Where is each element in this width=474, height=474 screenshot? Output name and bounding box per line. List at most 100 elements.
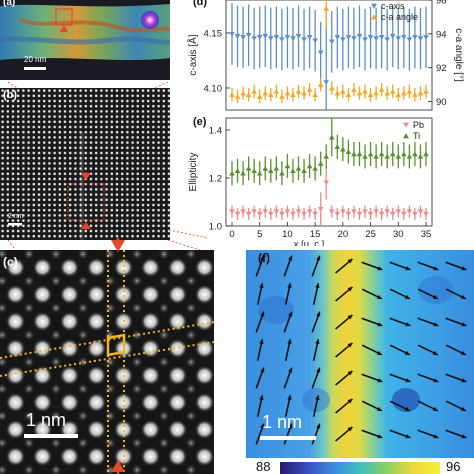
ylabel-left-d: c-axis [Å] bbox=[186, 34, 199, 75]
point-ti bbox=[356, 151, 363, 157]
panel-a-map bbox=[0, 0, 170, 80]
vector-arrowhead bbox=[287, 283, 292, 289]
point-ti bbox=[312, 165, 318, 171]
point-c-axis bbox=[306, 35, 313, 40]
xtick-label-e: 20 bbox=[338, 229, 349, 240]
vector-arrowhead bbox=[259, 283, 264, 289]
ytick-label-right-d: 90 bbox=[436, 97, 447, 108]
point-angle bbox=[384, 90, 390, 96]
point-angle bbox=[273, 88, 280, 94]
vector-arrowhead bbox=[377, 266, 383, 271]
point-c-axis bbox=[328, 39, 335, 45]
panel-c-arrows bbox=[111, 238, 125, 474]
point-angle bbox=[323, 5, 330, 11]
point-angle bbox=[234, 93, 241, 99]
legend-marker-angle bbox=[371, 14, 377, 20]
point-pb bbox=[328, 209, 335, 215]
point-c-axis bbox=[323, 80, 330, 86]
vector-arrowhead bbox=[461, 378, 467, 383]
vector-arrowhead bbox=[287, 395, 292, 401]
point-ti bbox=[362, 153, 368, 159]
point-c-axis bbox=[373, 36, 379, 42]
legend-label-pb: Pb bbox=[413, 120, 424, 130]
arrow-down-icon bbox=[111, 240, 125, 252]
vector-arrowhead bbox=[347, 370, 353, 376]
point-pb bbox=[284, 209, 291, 215]
point-pb bbox=[417, 209, 424, 215]
point-ti bbox=[340, 146, 346, 152]
point-angle bbox=[362, 88, 368, 94]
point-pb bbox=[306, 209, 313, 215]
vector-arrowhead bbox=[315, 395, 320, 401]
point-pb bbox=[273, 209, 280, 215]
point-angle bbox=[284, 90, 291, 96]
vector-arrowhead bbox=[460, 406, 466, 411]
point-angle bbox=[256, 93, 263, 99]
point-pb bbox=[251, 209, 257, 215]
point-angle bbox=[334, 90, 341, 96]
point-pb bbox=[334, 211, 341, 217]
point-angle bbox=[262, 90, 269, 96]
ytick-label-left-d: 4.15 bbox=[204, 29, 223, 40]
plot-frame-e bbox=[225, 117, 433, 227]
point-angle bbox=[301, 90, 307, 96]
vector-arrowhead bbox=[377, 434, 383, 439]
point-c-axis bbox=[256, 35, 263, 40]
point-c-axis bbox=[229, 31, 235, 37]
point-ti bbox=[345, 149, 352, 154]
point-c-axis bbox=[279, 37, 285, 43]
point-pb bbox=[378, 211, 385, 217]
point-c-axis bbox=[356, 34, 363, 39]
point-c-axis bbox=[312, 38, 318, 44]
scale-bar-c bbox=[24, 434, 78, 438]
vector-arrowhead bbox=[288, 255, 293, 261]
point-angle bbox=[351, 87, 357, 92]
vector-arrowhead bbox=[433, 266, 439, 271]
chart-e: 1.4 1.2 1.0 0 5 10 15 20 25 30 35 Ellipticity x [u. … bbox=[188, 117, 433, 246]
point-ti bbox=[317, 161, 324, 166]
xlabel-e: x [u. c.] bbox=[294, 239, 325, 246]
panel-f-map bbox=[246, 250, 474, 458]
point-c-axis bbox=[290, 36, 296, 42]
point-pb bbox=[262, 209, 269, 215]
panel-label-a: (a) bbox=[3, 0, 16, 8]
point-ti bbox=[328, 134, 335, 140]
point-pb bbox=[384, 209, 390, 215]
point-pb bbox=[312, 211, 318, 217]
point-ti bbox=[262, 165, 269, 171]
legend-label-ti: Ti bbox=[413, 131, 420, 141]
point-angle bbox=[345, 92, 352, 98]
panel-c-image: (c) 1 nm bbox=[0, 250, 214, 474]
ytick-label-right-d: 92 bbox=[436, 63, 447, 74]
point-pb bbox=[279, 211, 285, 217]
vector-arrowhead bbox=[460, 350, 466, 355]
point-c-axis bbox=[334, 35, 341, 40]
point-angle bbox=[317, 82, 324, 87]
panel-label-c: (c) bbox=[3, 255, 18, 269]
vector-arrowhead bbox=[315, 283, 320, 289]
point-angle bbox=[373, 90, 379, 96]
point-ti bbox=[406, 153, 413, 159]
vector-arrowhead bbox=[347, 342, 353, 348]
vector-arrowhead bbox=[404, 406, 410, 411]
point-pb bbox=[290, 211, 296, 217]
ytick-label-e: 1.4 bbox=[209, 126, 222, 137]
point-angle bbox=[423, 88, 429, 94]
point-ti bbox=[401, 151, 407, 157]
point-ti bbox=[334, 144, 341, 150]
ytick-label-right-d: 94 bbox=[436, 29, 447, 40]
point-pb bbox=[345, 211, 352, 217]
point-ti bbox=[323, 153, 330, 159]
point-c-axis bbox=[295, 34, 302, 39]
point-c-axis bbox=[395, 36, 402, 42]
vector-arrowhead bbox=[405, 434, 411, 439]
point-angle bbox=[290, 92, 296, 98]
ytick-label-left-d: 4.10 bbox=[204, 84, 223, 95]
point-ti bbox=[256, 170, 263, 176]
point-c-axis bbox=[284, 35, 291, 40]
xtick-label-e: 10 bbox=[282, 229, 293, 240]
point-pb bbox=[295, 209, 302, 215]
point-c-axis bbox=[240, 35, 246, 40]
point-c-axis bbox=[401, 35, 407, 40]
vector-arrowhead bbox=[347, 398, 353, 404]
